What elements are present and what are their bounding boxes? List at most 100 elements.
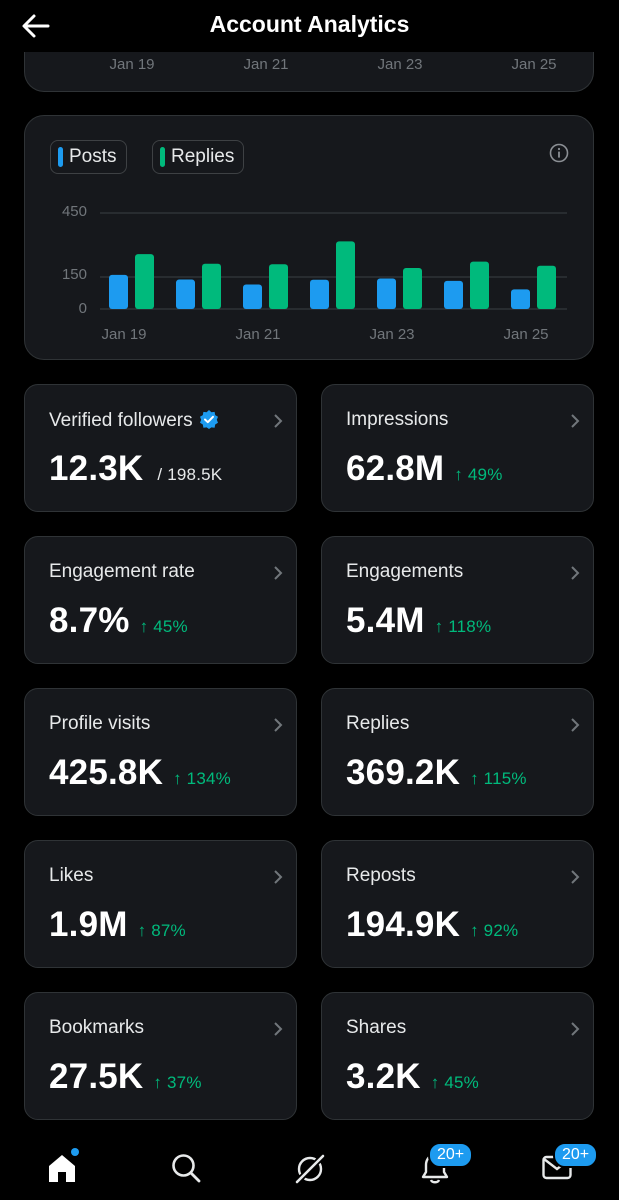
chevron-right-icon [571,1022,580,1036]
verified-badge-icon [199,410,218,429]
stat-label: Engagement rate [49,561,195,582]
notifications-badge: 20+ [428,1142,474,1168]
legend-swatch [160,147,165,167]
bar-replies-2[interactable] [269,264,288,309]
bar-chart [100,212,567,310]
stat-change: ↑ 115% [470,769,527,788]
arrow-left-icon[interactable] [20,12,52,40]
stat-label: Shares [346,1017,407,1038]
stat-number: 12.3K [49,449,144,488]
stat-label-text: Verified followers [49,410,193,431]
stat-card-replies[interactable]: Replies 369.2K ↑ 115% [321,688,594,816]
legend-label: Posts [69,146,117,167]
stat-card-reposts[interactable]: Reposts 194.9K ↑ 92% [321,840,594,968]
stat-number: 5.4M [346,601,425,640]
stat-card-engagements[interactable]: Engagements 5.4M ↑ 118% [321,536,594,664]
posts-replies-chart-card: Posts Replies 450 150 0 Jan 19 Jan 21 Ja… [24,115,594,360]
stat-change: ↑ 37% [153,1073,202,1092]
bar-posts-2[interactable] [243,284,262,309]
bar-posts-1[interactable] [176,279,195,309]
stat-number: 62.8M [346,449,445,488]
stat-card-impressions[interactable]: Impressions 62.8M ↑ 49% [321,384,594,512]
stat-change: ↑ 45% [139,617,188,636]
stat-label: Engagements [346,561,464,582]
bottom-nav: 20+ 20+ [0,1138,619,1200]
stat-value: 369.2K ↑ 115% [346,753,527,793]
stat-value: 62.8M ↑ 49% [346,449,503,489]
bar-posts-6[interactable] [511,289,530,309]
nav-grok[interactable] [293,1152,327,1191]
stat-label: Likes [49,865,94,886]
stat-number: 369.2K [346,753,461,792]
stat-value: 425.8K ↑ 134% [49,753,231,793]
stat-change: ↑ 45% [430,1073,479,1092]
nav-home[interactable] [46,1148,79,1189]
legend-swatch [58,147,63,167]
stat-card-shares[interactable]: Shares 3.2K ↑ 45% [321,992,594,1120]
stat-card-engagement-rate[interactable]: Engagement rate 8.7% ↑ 45% [24,536,297,664]
stat-card-profile-visits[interactable]: Profile visits 425.8K ↑ 134% [24,688,297,816]
x-axis-label: Jan 23 [377,56,423,73]
stat-number: 27.5K [49,1057,144,1096]
bar-replies-4[interactable] [403,268,422,309]
stat-value: 12.3K / 198.5K [49,449,222,489]
chevron-right-icon [274,1022,283,1036]
bar-replies-0[interactable] [135,254,154,309]
legend-label: Replies [171,146,235,167]
info-icon[interactable] [549,143,569,163]
stat-change: ↑ 118% [434,617,492,636]
chevron-right-icon [274,566,283,580]
legend-posts[interactable]: Posts [50,140,127,174]
bar-posts-3[interactable] [310,279,329,309]
y-tick-label: 150 [61,266,87,283]
x-tick-label: Jan 25 [503,326,549,343]
stat-number: 194.9K [346,905,461,944]
stat-change: ↑ 92% [470,921,519,940]
stat-card-verified-followers[interactable]: Verified followers 12.3K / 198.5K [24,384,297,512]
y-tick-label: 0 [78,300,87,317]
stat-label: Replies [346,713,410,734]
search-icon [172,1154,201,1183]
stat-label: Verified followers [49,409,219,432]
stat-total: / 198.5K [157,465,223,484]
chevron-right-icon [274,414,283,428]
x-tick-label: Jan 23 [369,326,415,343]
stat-card-likes[interactable]: Likes 1.9M ↑ 87% [24,840,297,968]
bar-replies-6[interactable] [537,265,556,309]
bar-posts-4[interactable] [377,278,396,309]
stat-label: Reposts [346,865,416,886]
bar-posts-0[interactable] [109,274,128,309]
chevron-right-icon [571,414,580,428]
unread-dot [71,1148,79,1156]
stat-label: Impressions [346,409,449,430]
stat-value: 194.9K ↑ 92% [346,905,518,945]
bar-replies-5[interactable] [470,261,489,309]
stat-value: 3.2K ↑ 45% [346,1057,479,1097]
nav-search[interactable] [170,1152,202,1189]
stat-change: ↑ 49% [454,465,503,484]
messages-badge: 20+ [553,1142,599,1168]
nav-notifications[interactable]: 20+ [420,1142,474,1189]
bar-replies-1[interactable] [202,263,221,309]
chevron-right-icon [274,718,283,732]
stat-number: 1.9M [49,905,128,944]
stat-value: 27.5K ↑ 37% [49,1057,202,1097]
nav-messages[interactable]: 20+ [541,1142,599,1187]
stat-number: 3.2K [346,1057,421,1096]
stat-number: 8.7% [49,601,130,640]
legend-replies[interactable]: Replies [152,140,245,174]
y-tick-label: 450 [61,203,87,220]
page-title: Account Analytics [209,11,410,37]
x-tick-label: Jan 21 [235,326,281,343]
x-axis-label: Jan 21 [243,56,289,73]
x-axis-label: Jan 25 [511,56,557,73]
stat-label: Profile visits [49,713,151,734]
chevron-right-icon [274,870,283,884]
stat-number: 425.8K [49,753,164,792]
bar-replies-3[interactable] [336,241,355,309]
chevron-right-icon [571,718,580,732]
bar-posts-5[interactable] [444,280,463,309]
stat-card-bookmarks[interactable]: Bookmarks 27.5K ↑ 37% [24,992,297,1120]
home-icon [49,1155,75,1182]
stat-value: 8.7% ↑ 45% [49,601,188,641]
